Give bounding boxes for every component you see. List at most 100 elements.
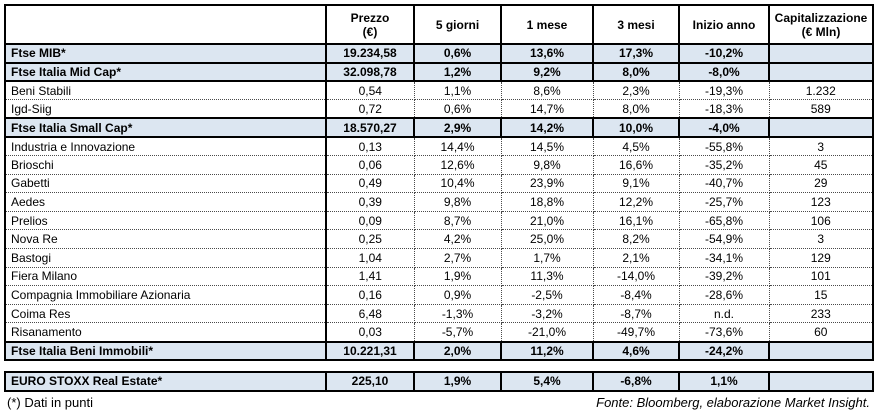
value-cell-prezzo: 6,48 bbox=[325, 303, 415, 324]
value-cell-3-mesi: -8,7% bbox=[592, 303, 680, 324]
value-cell-inizio-anno: -24,2% bbox=[678, 340, 770, 362]
value-cell-capitalizzazione: 3 bbox=[768, 136, 874, 157]
value-cell-1-mese: -21,0% bbox=[500, 322, 594, 342]
column-header-sublabel: (€ Mln) bbox=[801, 24, 841, 39]
value-cell-3-mesi: 12,2% bbox=[592, 192, 680, 212]
value-cell-prezzo: 18.570,27 bbox=[325, 117, 415, 138]
value-cell-1-mese: 23,9% bbox=[500, 173, 594, 194]
value-cell-5-giorni: 1,9% bbox=[413, 371, 502, 392]
value-cell-3-mesi: 4,6% bbox=[592, 340, 680, 362]
column-header-inizio-anno: Inizio anno bbox=[678, 4, 770, 45]
value-cell-1-mese: 13,6% bbox=[500, 43, 594, 64]
value-cell-3-mesi: 17,3% bbox=[592, 43, 680, 64]
table-row: Risanamento 0,03 -5,7% -21,0% -49,7% -73,6% 60 bbox=[4, 322, 874, 342]
row-name: Brioschi bbox=[4, 155, 327, 175]
table-row: Aedes 0,39 9,8% 18,8% 12,2% -25,7% 123 bbox=[4, 192, 874, 212]
value-cell-1-mese: 11,3% bbox=[500, 266, 594, 287]
table-row: Fiera Milano 1,41 1,9% 11,3% -14,0% -39,2% 101 bbox=[4, 266, 874, 287]
value-cell-5-giorni: 4,2% bbox=[413, 229, 502, 250]
row-name: Ftse Italia Small Cap* bbox=[4, 117, 327, 138]
column-header-1-mese: 1 mese bbox=[500, 4, 594, 45]
table-row: Igd-Siig 0,72 0,6% 14,7% 8,0% -18,3% 589 bbox=[4, 99, 874, 119]
column-header-label: 5 giorni bbox=[435, 17, 480, 32]
value-cell-inizio-anno: -54,9% bbox=[678, 229, 770, 250]
value-cell-1-mese: 9,8% bbox=[500, 155, 594, 175]
value-cell-inizio-anno: -55,8% bbox=[678, 136, 770, 157]
value-cell-5-giorni: 10,4% bbox=[413, 173, 502, 194]
table-row: Bastogi 1,04 2,7% 1,7% 2,1% -34,1% 129 bbox=[4, 248, 874, 268]
value-cell-inizio-anno: -10,2% bbox=[678, 43, 770, 64]
value-cell-inizio-anno: -39,2% bbox=[678, 266, 770, 287]
footnote-dati-in-punti: (*) Dati in punti bbox=[7, 394, 93, 410]
value-cell-5-giorni: 2,0% bbox=[413, 340, 502, 362]
value-cell-5-giorni: 14,4% bbox=[413, 136, 502, 157]
value-cell-capitalizzazione: 129 bbox=[768, 248, 874, 268]
value-cell-prezzo: 0,06 bbox=[325, 155, 415, 175]
value-cell-capitalizzazione bbox=[768, 371, 874, 392]
value-cell-prezzo: 19.234,58 bbox=[325, 43, 415, 64]
value-cell-inizio-anno: -34,1% bbox=[678, 248, 770, 268]
value-cell-prezzo: 0,72 bbox=[325, 99, 415, 119]
value-cell-3-mesi: 8,0% bbox=[592, 99, 680, 119]
value-cell-5-giorni: 0,9% bbox=[413, 285, 502, 305]
value-cell-5-giorni: 0,6% bbox=[413, 99, 502, 119]
value-cell-capitalizzazione: 123 bbox=[768, 192, 874, 212]
column-header-3-mesi: 3 mesi bbox=[592, 4, 680, 45]
value-cell-capitalizzazione: 233 bbox=[768, 303, 874, 324]
value-cell-inizio-anno: n.d. bbox=[678, 303, 770, 324]
column-header-capitalizzazione: Capitalizzazione (€ Mln) bbox=[768, 4, 874, 45]
row-name: EURO STOXX Real Estate* bbox=[4, 371, 327, 392]
table-row: Gabetti 0,49 10,4% 23,9% 9,1% -40,7% 29 bbox=[4, 173, 874, 194]
value-cell-capitalizzazione: 101 bbox=[768, 266, 874, 287]
value-cell-1-mese: -2,5% bbox=[500, 285, 594, 305]
table-row: Compagnia Immobiliare Azionaria 0,16 0,9% -… bbox=[4, 285, 874, 305]
value-cell-1-mese: 8,6% bbox=[500, 80, 594, 101]
header-row: Prezzo (€) 5 giorni 1 mese 3 mesi Inizio… bbox=[4, 4, 874, 45]
value-cell-inizio-anno: -40,7% bbox=[678, 173, 770, 194]
value-cell-prezzo: 1,04 bbox=[325, 248, 415, 268]
table-row: Ftse Italia Small Cap* 18.570,27 2,9% 14,2%… bbox=[4, 117, 874, 138]
value-cell-3-mesi: 9,1% bbox=[592, 173, 680, 194]
value-cell-capitalizzazione bbox=[768, 61, 874, 83]
value-cell-1-mese: 9,2% bbox=[500, 61, 594, 83]
column-header-label: 3 mesi bbox=[617, 17, 655, 32]
value-cell-3-mesi: -6,8% bbox=[592, 371, 680, 392]
column-header-label: 1 mese bbox=[526, 17, 568, 32]
value-cell-inizio-anno: -8,0% bbox=[678, 61, 770, 83]
value-cell-1-mese: -3,2% bbox=[500, 303, 594, 324]
value-cell-inizio-anno: 1,1% bbox=[678, 371, 770, 392]
table-row: Brioschi 0,06 12,6% 9,8% 16,6% -35,2% 45 bbox=[4, 155, 874, 175]
euro-stoxx-row: EURO STOXX Real Estate* 225,10 1,9% 5,4%… bbox=[4, 371, 874, 392]
source-note: Fonte: Bloomberg, elaborazione Market In… bbox=[596, 394, 870, 410]
value-cell-5-giorni: 0,6% bbox=[413, 43, 502, 64]
value-cell-inizio-anno: -18,3% bbox=[678, 99, 770, 119]
row-name: Beni Stabili bbox=[4, 80, 327, 101]
value-cell-capitalizzazione bbox=[768, 117, 874, 138]
value-cell-1-mese: 14,5% bbox=[500, 136, 594, 157]
value-cell-1-mese: 5,4% bbox=[500, 371, 594, 392]
column-header-sublabel: (€) bbox=[362, 24, 378, 39]
value-cell-5-giorni: -5,7% bbox=[413, 322, 502, 342]
column-header-prezzo: Prezzo (€) bbox=[325, 4, 415, 45]
value-cell-1-mese: 21,0% bbox=[500, 210, 594, 231]
table-row: Industria e Innovazione 0,13 14,4% 14,5% 4,5… bbox=[4, 136, 874, 157]
row-name: Industria e Innovazione bbox=[4, 136, 327, 157]
row-name: Prelios bbox=[4, 210, 327, 231]
value-cell-inizio-anno: -4,0% bbox=[678, 117, 770, 138]
table-row: Ftse MIB* 19.234,58 0,6% 13,6% 17,3% -10,2% bbox=[4, 43, 874, 64]
row-name: Fiera Milano bbox=[4, 266, 327, 287]
value-cell-capitalizzazione: 1.232 bbox=[768, 80, 874, 101]
table-row: Prelios 0,09 8,7% 21,0% 16,1% -65,8% 106 bbox=[4, 210, 874, 231]
value-cell-inizio-anno: -25,7% bbox=[678, 192, 770, 212]
value-cell-1-mese: 25,0% bbox=[500, 229, 594, 250]
value-cell-3-mesi: 16,6% bbox=[592, 155, 680, 175]
column-header-label: Inizio anno bbox=[692, 17, 756, 32]
value-cell-3-mesi: 10,0% bbox=[592, 117, 680, 138]
value-cell-prezzo: 0,09 bbox=[325, 210, 415, 231]
value-cell-prezzo: 32.098,78 bbox=[325, 61, 415, 83]
corner-cell bbox=[4, 4, 327, 45]
value-cell-1-mese: 1,7% bbox=[500, 248, 594, 268]
value-cell-1-mese: 14,7% bbox=[500, 99, 594, 119]
value-cell-inizio-anno: -65,8% bbox=[678, 210, 770, 231]
